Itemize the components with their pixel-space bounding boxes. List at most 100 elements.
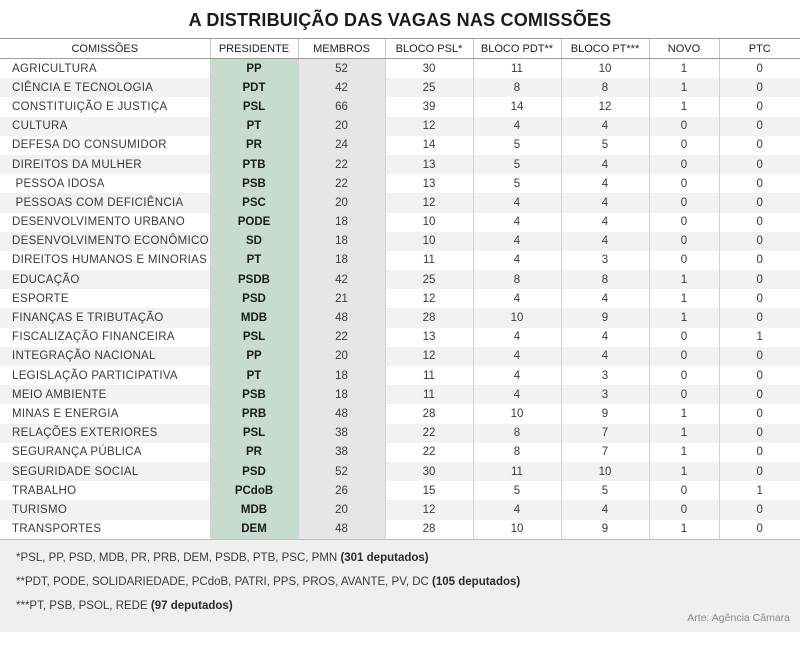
cell-membros: 42 bbox=[297, 270, 385, 290]
cell-presidente: PR bbox=[209, 135, 298, 155]
cell-ptc: 0 bbox=[718, 270, 800, 290]
cell-membros: 18 bbox=[297, 231, 385, 251]
cell-bloco-pdt: 8 bbox=[472, 78, 561, 98]
cell-novo: 0 bbox=[648, 481, 719, 501]
cell-comissao: ESPORTE bbox=[12, 292, 69, 305]
cell-comissao: TURISMO bbox=[0, 500, 210, 520]
cell-comissao: DESENVOLVIMENTO ECONÔMICO bbox=[0, 231, 210, 251]
cell-membros: 48 bbox=[297, 519, 385, 540]
commissions-table: COMISSÕES PRESIDENTE MEMBROS BLOCO PSL* … bbox=[0, 38, 800, 540]
cell-novo: 0 bbox=[648, 212, 719, 232]
cell-ptc: 0 bbox=[718, 116, 800, 136]
cell-bloco-pt: 4 bbox=[560, 346, 649, 366]
cell-ptc: 0 bbox=[718, 423, 800, 443]
cell-bloco-pt: 7 bbox=[560, 442, 649, 462]
cell-membros: 18 bbox=[297, 250, 385, 271]
cell-comissao: PESSOAS COM DEFICIÊNCIA bbox=[0, 193, 210, 213]
cell-membros: 52 bbox=[297, 58, 385, 79]
cell-bloco-psl: 39 bbox=[384, 97, 473, 117]
cell-bloco-pdt: 4 bbox=[472, 500, 561, 520]
table-row: DIREITOS DA MULHER PTB 22 13 5 4 0 0 bbox=[0, 154, 800, 175]
cell-bloco-pt: 3 bbox=[560, 250, 649, 271]
cell-presidente: PSB bbox=[209, 385, 298, 405]
cell-bloco-pdt: 4 bbox=[472, 327, 561, 347]
cell-novo: 1 bbox=[648, 519, 719, 540]
cell-bloco-psl: 11 bbox=[384, 385, 473, 405]
cell-comissao: DIREITOS HUMANOS E MINORIAS bbox=[12, 254, 208, 267]
cell-bloco-pt: 8 bbox=[560, 78, 649, 98]
footnote-count: (301 deputados) bbox=[340, 551, 429, 564]
cell-bloco-pt: 4 bbox=[560, 116, 649, 136]
cell-bloco-pdt: 4 bbox=[472, 116, 561, 136]
cell-bloco-pdt: 11 bbox=[472, 58, 561, 79]
cell-bloco-psl: 11 bbox=[384, 366, 473, 386]
cell-bloco-psl: 28 bbox=[384, 519, 473, 540]
cell-membros: 48 bbox=[297, 308, 385, 328]
cell-bloco-pdt: 10 bbox=[472, 404, 561, 424]
table-row: FINANÇAS E TRIBUTAÇÃO MDB 48 28 10 9 1 0 bbox=[0, 308, 800, 328]
cell-presidente: PT bbox=[209, 116, 298, 136]
cell-membros: 38 bbox=[297, 442, 385, 462]
cell-presidente: PSD bbox=[209, 289, 298, 309]
cell-bloco-psl: 11 bbox=[384, 250, 473, 271]
cell-ptc: 0 bbox=[718, 250, 800, 271]
table-row: DESENVOLVIMENTO URBANO PODE 18 10 4 4 0 0 bbox=[0, 212, 800, 232]
cell-bloco-pdt: 4 bbox=[472, 289, 561, 309]
header-comissoes: COMISSÕES bbox=[0, 38, 210, 59]
cell-ptc: 0 bbox=[718, 346, 800, 366]
cell-membros: 18 bbox=[297, 366, 385, 386]
table-row: TRABALHO PCdoB 26 15 5 5 0 1 bbox=[0, 481, 800, 501]
cell-novo: 0 bbox=[648, 193, 719, 213]
table-row: ESPORTE PSD 21 12 4 4 1 0 bbox=[0, 289, 800, 309]
table-row: RELAÇÕES EXTERIORES PSL 38 22 8 7 1 0 bbox=[0, 423, 800, 443]
cell-novo: 0 bbox=[648, 154, 719, 175]
cell-presidente: MDB bbox=[209, 500, 298, 520]
cell-presidente: PSL bbox=[209, 97, 298, 117]
cell-bloco-psl: 12 bbox=[384, 116, 473, 136]
cell-presidente: MDB bbox=[209, 308, 298, 328]
cell-membros: 18 bbox=[297, 212, 385, 232]
cell-presidente: PT bbox=[209, 250, 298, 271]
cell-ptc: 0 bbox=[718, 442, 800, 462]
cell-ptc: 0 bbox=[718, 97, 800, 117]
table-row: LEGISLAÇÃO PARTICIPATIVA PT 18 11 4 3 0 0 bbox=[0, 366, 800, 386]
cell-presidente: PSDB bbox=[209, 270, 298, 290]
table-header: COMISSÕES PRESIDENTE MEMBROS BLOCO PSL* … bbox=[0, 38, 800, 59]
cell-ptc: 0 bbox=[718, 366, 800, 386]
table-row: CONSTITUIÇÃO E JUSTIÇA PSL 66 39 14 12 1 0 bbox=[0, 97, 800, 117]
table-body: AGRICULTURA PP 52 30 11 10 1 0 CIÊNCIA E TECNOLO… bbox=[0, 58, 800, 540]
cell-presidente: PR bbox=[209, 442, 298, 462]
cell-ptc: 0 bbox=[718, 461, 800, 482]
header-novo: NOVO bbox=[648, 38, 719, 59]
cell-bloco-pdt: 4 bbox=[472, 346, 561, 366]
cell-membros: 20 bbox=[297, 346, 385, 366]
cell-comissao: DEFESA DO CONSUMIDOR bbox=[12, 139, 167, 152]
table-row: CIÊNCIA E TECNOLOGIA PDT 42 25 8 8 1 0 bbox=[0, 78, 800, 98]
footnote-text: ***PT, PSB, PSOL, REDE bbox=[16, 599, 148, 612]
cell-bloco-psl: 13 bbox=[384, 327, 473, 347]
cell-comissao: RELAÇÕES EXTERIORES bbox=[0, 423, 210, 443]
cell-membros: 26 bbox=[297, 481, 385, 501]
cell-comissao: CONSTITUIÇÃO E JUSTIÇA bbox=[12, 100, 168, 113]
header-bloco-psl: BLOCO PSL* bbox=[384, 38, 473, 59]
cell-bloco-pt: 9 bbox=[560, 519, 649, 540]
cell-comissao: LEGISLAÇÃO PARTICIPATIVA bbox=[12, 369, 178, 382]
cell-presidente: PSD bbox=[209, 461, 298, 482]
cell-membros: 22 bbox=[297, 327, 385, 347]
table-row: SEGURANÇA PÚBLICA PR 38 22 8 7 1 0 bbox=[0, 442, 800, 462]
table-row: DESENVOLVIMENTO ECONÔMICO SD 18 10 4 4 0 0 bbox=[0, 231, 800, 251]
cell-bloco-pt: 3 bbox=[560, 366, 649, 386]
cell-comissao: SEGURANÇA PÚBLICA bbox=[12, 446, 142, 459]
footnote-bloco-psl: *PSL, PP, PSD, MDB, PR, PRB, DEM, PSDB, … bbox=[16, 550, 800, 574]
cell-bloco-pt: 4 bbox=[560, 289, 649, 309]
cell-ptc: 0 bbox=[718, 308, 800, 328]
footnotes: *PSL, PP, PSD, MDB, PR, PRB, DEM, PSDB, … bbox=[0, 539, 800, 632]
cell-bloco-pt: 9 bbox=[560, 404, 649, 424]
cell-bloco-pdt: 5 bbox=[472, 481, 561, 501]
cell-bloco-pdt: 4 bbox=[472, 250, 561, 271]
table-row: CULTURA PT 20 12 4 4 0 0 bbox=[0, 116, 800, 136]
cell-ptc: 0 bbox=[718, 174, 800, 194]
cell-presidente: PRB bbox=[209, 404, 298, 424]
cell-ptc: 0 bbox=[718, 289, 800, 309]
cell-membros: 24 bbox=[297, 135, 385, 155]
